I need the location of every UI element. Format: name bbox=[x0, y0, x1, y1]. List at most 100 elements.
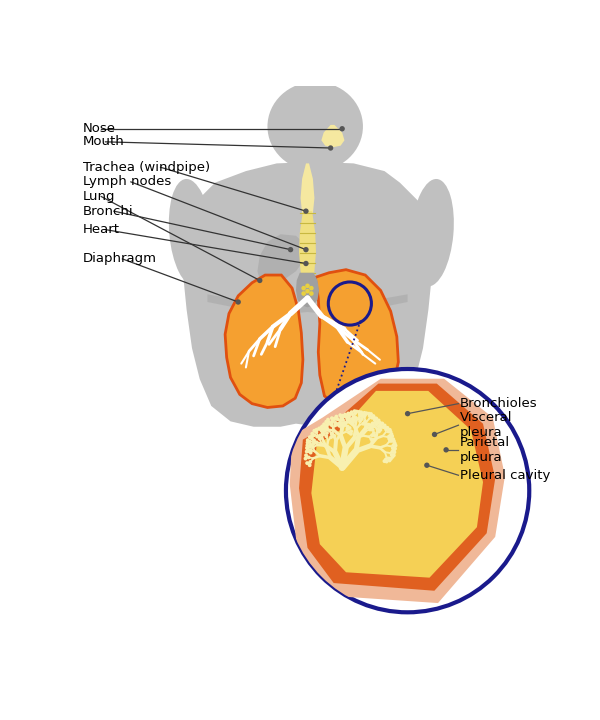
Polygon shape bbox=[225, 275, 303, 408]
Circle shape bbox=[391, 455, 394, 459]
Circle shape bbox=[390, 434, 394, 438]
Circle shape bbox=[377, 418, 380, 423]
Circle shape bbox=[326, 418, 330, 421]
Circle shape bbox=[370, 437, 373, 441]
Circle shape bbox=[367, 412, 371, 415]
Circle shape bbox=[304, 456, 307, 461]
Circle shape bbox=[372, 416, 376, 420]
Circle shape bbox=[308, 443, 313, 446]
Circle shape bbox=[322, 432, 326, 436]
Circle shape bbox=[305, 446, 309, 450]
Polygon shape bbox=[296, 273, 319, 307]
Circle shape bbox=[323, 426, 327, 430]
Circle shape bbox=[358, 419, 362, 423]
Circle shape bbox=[388, 437, 391, 441]
Circle shape bbox=[363, 413, 367, 417]
Circle shape bbox=[308, 463, 311, 467]
Circle shape bbox=[360, 414, 364, 418]
Polygon shape bbox=[299, 384, 495, 590]
Circle shape bbox=[389, 436, 393, 439]
Text: Lymph nodes: Lymph nodes bbox=[83, 176, 171, 189]
Circle shape bbox=[332, 417, 337, 420]
Circle shape bbox=[309, 291, 314, 296]
Text: Visceral
pleura: Visceral pleura bbox=[460, 411, 512, 439]
Circle shape bbox=[327, 420, 331, 424]
Circle shape bbox=[380, 421, 384, 426]
Circle shape bbox=[303, 209, 308, 214]
Text: Nose: Nose bbox=[83, 122, 116, 135]
Text: Parietal
pleura: Parietal pleura bbox=[460, 436, 510, 464]
Circle shape bbox=[302, 293, 310, 300]
Circle shape bbox=[389, 430, 392, 433]
Circle shape bbox=[347, 431, 351, 434]
Circle shape bbox=[359, 410, 363, 414]
Text: Diaphragm: Diaphragm bbox=[83, 253, 157, 266]
Circle shape bbox=[309, 451, 313, 454]
Circle shape bbox=[387, 456, 391, 460]
Ellipse shape bbox=[410, 179, 454, 287]
Circle shape bbox=[323, 428, 326, 432]
Circle shape bbox=[390, 439, 394, 443]
Circle shape bbox=[353, 411, 357, 415]
Circle shape bbox=[347, 426, 352, 430]
Circle shape bbox=[334, 423, 337, 427]
Circle shape bbox=[357, 417, 361, 420]
Circle shape bbox=[392, 439, 396, 443]
Circle shape bbox=[384, 428, 388, 431]
Circle shape bbox=[378, 421, 382, 425]
Circle shape bbox=[369, 412, 373, 416]
Circle shape bbox=[325, 427, 329, 431]
Circle shape bbox=[347, 417, 351, 420]
Circle shape bbox=[391, 437, 395, 441]
Circle shape bbox=[384, 458, 388, 462]
Circle shape bbox=[347, 413, 351, 418]
Circle shape bbox=[342, 414, 346, 418]
Text: Mouth: Mouth bbox=[83, 135, 124, 148]
Circle shape bbox=[303, 261, 308, 266]
Circle shape bbox=[383, 426, 387, 429]
Text: Bronchioles: Bronchioles bbox=[460, 397, 538, 410]
Circle shape bbox=[350, 413, 354, 416]
Circle shape bbox=[351, 415, 355, 419]
Circle shape bbox=[364, 422, 368, 426]
Circle shape bbox=[376, 420, 379, 424]
Circle shape bbox=[339, 418, 343, 422]
Circle shape bbox=[346, 412, 350, 415]
Circle shape bbox=[305, 441, 310, 444]
Circle shape bbox=[313, 433, 316, 437]
Circle shape bbox=[358, 412, 362, 416]
Circle shape bbox=[330, 432, 334, 436]
Circle shape bbox=[388, 434, 392, 438]
Circle shape bbox=[353, 409, 356, 413]
Circle shape bbox=[307, 456, 311, 459]
Circle shape bbox=[323, 424, 326, 428]
Circle shape bbox=[392, 450, 397, 454]
Circle shape bbox=[388, 428, 392, 432]
Circle shape bbox=[309, 449, 313, 452]
Circle shape bbox=[386, 426, 389, 430]
Circle shape bbox=[324, 420, 328, 423]
Circle shape bbox=[392, 449, 395, 452]
Circle shape bbox=[341, 422, 345, 426]
Circle shape bbox=[443, 447, 449, 453]
Circle shape bbox=[370, 423, 373, 427]
Circle shape bbox=[338, 421, 342, 425]
Circle shape bbox=[365, 425, 369, 428]
Circle shape bbox=[335, 423, 340, 426]
Circle shape bbox=[322, 423, 326, 426]
Circle shape bbox=[334, 415, 338, 418]
Circle shape bbox=[308, 449, 312, 452]
Circle shape bbox=[311, 441, 316, 446]
Circle shape bbox=[325, 434, 328, 438]
Circle shape bbox=[355, 410, 359, 413]
Circle shape bbox=[389, 437, 394, 441]
Circle shape bbox=[319, 433, 322, 437]
Circle shape bbox=[333, 417, 337, 420]
Circle shape bbox=[341, 418, 345, 422]
Circle shape bbox=[367, 423, 371, 427]
Circle shape bbox=[330, 416, 334, 420]
Circle shape bbox=[335, 423, 340, 426]
Circle shape bbox=[301, 291, 306, 296]
Polygon shape bbox=[290, 379, 505, 603]
Circle shape bbox=[339, 423, 343, 427]
